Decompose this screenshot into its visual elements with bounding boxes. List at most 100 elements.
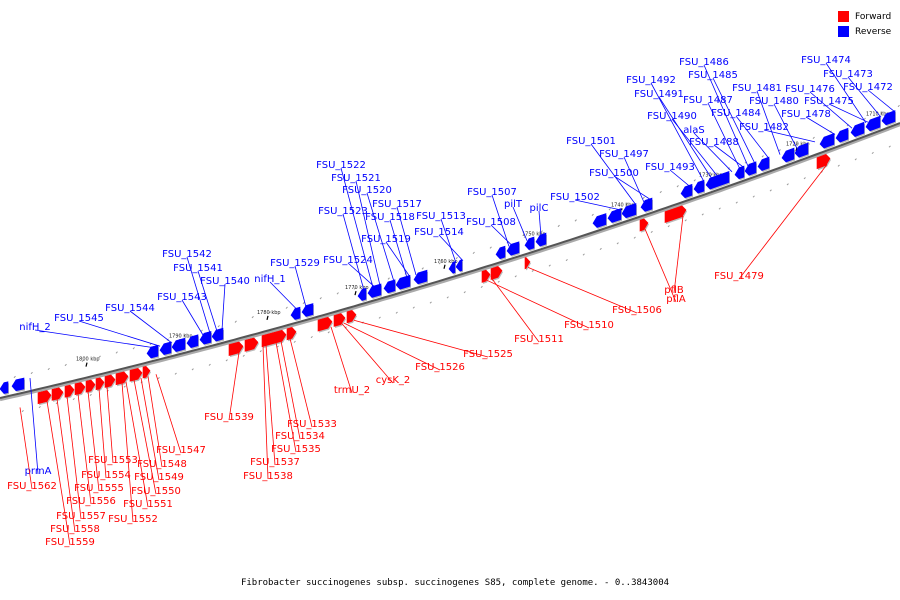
reverse-gene [146, 344, 159, 359]
gene-label-pflB: pflB [664, 285, 684, 296]
forward-gene [64, 384, 75, 398]
minor-tick [183, 334, 186, 337]
reverse-gene [835, 127, 849, 143]
FSU_1511-leader [491, 278, 540, 343]
gene-label-FSU_1479: FSU_1479 [714, 271, 764, 282]
minor-tick [557, 224, 560, 228]
minor-tick [718, 207, 721, 210]
FSU_1491-leader [658, 96, 713, 180]
FSU_1547-leader [155, 374, 182, 454]
reverse-gene [367, 283, 382, 298]
minor-tick [659, 190, 662, 194]
pflB-leader [673, 215, 684, 294]
minor-tick [735, 201, 738, 204]
gene-label-FSU_1551: FSU_1551 [123, 499, 173, 510]
minor-tick [217, 325, 220, 328]
gene-label-FSU_1523: FSU_1523 [318, 206, 368, 217]
minor-tick [684, 219, 687, 222]
minor-tick [497, 280, 500, 283]
minor-tick [463, 291, 466, 294]
FSU_1484-leader [735, 115, 770, 159]
minor-tick [21, 410, 24, 413]
minor-tick [132, 347, 135, 350]
FSU_1540-leader [221, 283, 226, 330]
minor-tick [812, 136, 815, 139]
forward-gene [37, 390, 52, 405]
forward-gene [129, 367, 143, 382]
FSU_1555-leader [87, 391, 100, 492]
reverse-gene [819, 132, 835, 149]
genome-caption: Fibrobacter succinogenes subsp. succinog… [240, 578, 670, 588]
reverse-gene [0, 381, 9, 394]
FSU_1549-leader [140, 377, 160, 481]
reverse-gene [621, 203, 637, 219]
gene-label-pilT: pilT [504, 199, 523, 210]
FSU_1544-leader [129, 310, 173, 344]
minor-tick [616, 242, 619, 245]
minor-tick [769, 189, 772, 192]
reverse-gene [171, 337, 186, 352]
forward-gene [85, 379, 96, 393]
minor-tick [701, 213, 704, 216]
scale-label: 1740 kbp [611, 202, 635, 208]
forward-gene [142, 365, 151, 379]
FSU_1524-leader [347, 262, 376, 288]
minor-tick [591, 213, 594, 216]
minor-tick [242, 354, 245, 357]
minor-tick [871, 151, 874, 155]
gene-label-FSU_1497: FSU_1497 [599, 149, 649, 160]
FSU_1559-leader [46, 400, 71, 546]
FSU_1533-leader [289, 338, 313, 428]
FSU_1485-leader [712, 77, 756, 164]
FSU_1474-leader [825, 62, 867, 124]
forward-gene [261, 329, 287, 348]
gene-label-FSU_1475: FSU_1475 [804, 96, 854, 107]
FSU_1500-leader [613, 175, 652, 201]
gene-label-FSU_1488: FSU_1488 [689, 137, 739, 148]
minor-tick [285, 306, 288, 309]
FSU_1542-leader [186, 256, 211, 334]
gene-label-FSU_1543: FSU_1543 [157, 292, 207, 303]
FSU_1562-leader [19, 407, 33, 490]
minor-tick [540, 230, 543, 233]
gene-label-FSU_1553: FSU_1553 [88, 455, 138, 466]
minor-tick [880, 111, 883, 114]
minor-tick [693, 179, 696, 182]
gene-label-nifH_2: nifH_2 [19, 322, 51, 333]
reverse-gene [592, 213, 607, 228]
gene-label-FSU_1484: FSU_1484 [711, 108, 761, 119]
minor-tick [268, 311, 271, 314]
reverse-gene [11, 377, 25, 392]
minor-tick [412, 306, 415, 309]
gene-label-FSU_1535: FSU_1535 [271, 444, 321, 455]
nifH_1-leader [269, 281, 298, 310]
gene-label-FSU_1472: FSU_1472 [843, 82, 893, 93]
minor-tick [353, 287, 356, 290]
minor-tick [455, 256, 458, 260]
reverse-swatch [838, 26, 849, 37]
gene-label-FSU_1554: FSU_1554 [81, 470, 131, 481]
forward-gene [228, 341, 244, 356]
reverse-gene [413, 269, 428, 285]
minor-tick [234, 320, 237, 323]
gene-label-FSU_1517: FSU_1517 [372, 199, 422, 210]
FSU_1478-leader [805, 116, 836, 135]
gene-label-FSU_1521: FSU_1521 [331, 173, 381, 184]
prmA-leader [29, 378, 39, 475]
gene-label-FSU_1557: FSU_1557 [56, 511, 106, 522]
minor-tick [30, 371, 33, 375]
FSU_1479-leader [738, 164, 828, 280]
minor-tick [574, 219, 577, 222]
gene-label-FSU_1481: FSU_1481 [732, 83, 782, 94]
minor-tick [854, 158, 857, 161]
forward-gene [524, 257, 531, 270]
genome-backbone [0, 122, 900, 399]
gene-label-FSU_1562: FSU_1562 [7, 481, 57, 492]
gene-label-FSU_1506: FSU_1506 [612, 305, 662, 316]
gene-label-FSU_1542: FSU_1542 [162, 249, 212, 260]
gene-label-FSU_1502: FSU_1502 [550, 192, 600, 203]
forward-gene [639, 218, 649, 232]
FSU_1548-leader [147, 376, 163, 468]
FSU_1481-leader [756, 90, 781, 155]
minor-tick [157, 376, 160, 380]
